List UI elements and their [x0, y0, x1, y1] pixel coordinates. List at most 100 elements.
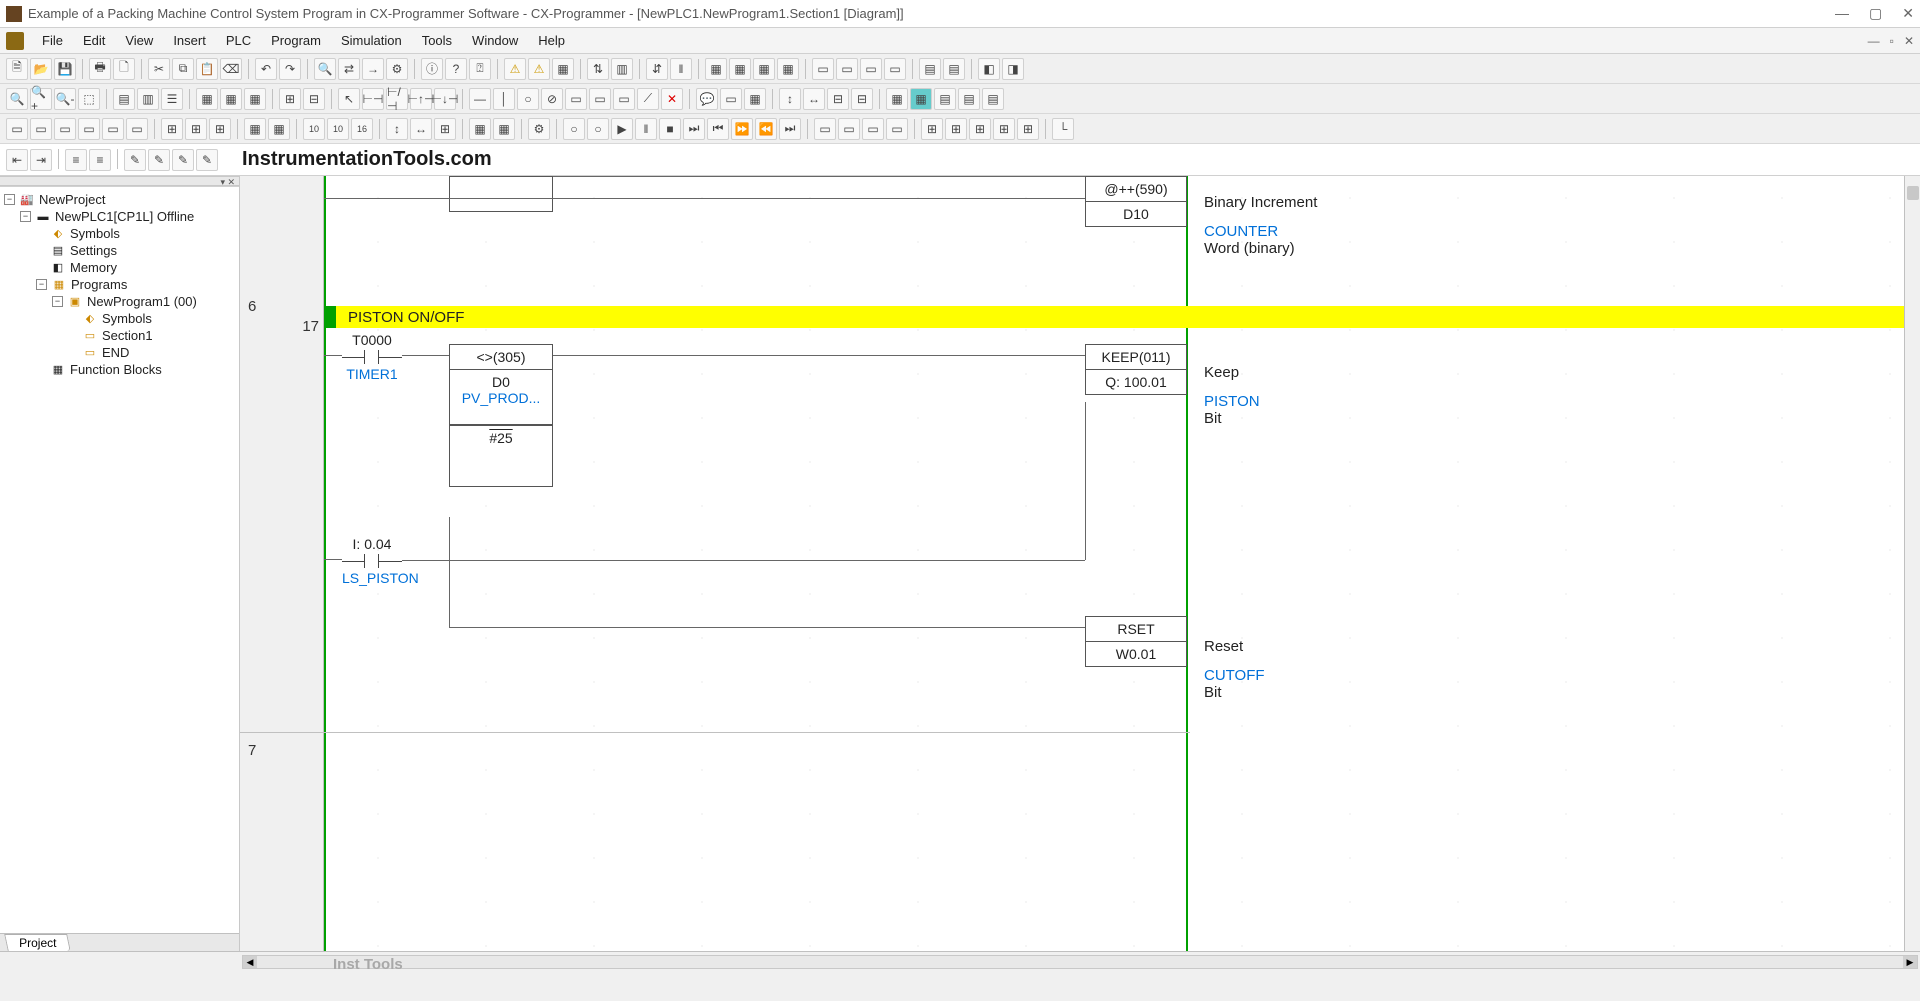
win3-icon[interactable]: ▭	[54, 118, 76, 140]
tree-handle[interactable]: ▾ ✕	[0, 176, 239, 186]
tree-prog-symbols[interactable]: ⬖ Symbols	[0, 310, 239, 327]
maximize-button[interactable]: ▢	[1869, 5, 1882, 22]
print-icon[interactable]: 🖶	[89, 58, 111, 80]
corner-icon[interactable]: └	[1052, 118, 1074, 140]
menu-view[interactable]: View	[115, 29, 163, 52]
arr1-icon[interactable]: ↕	[386, 118, 408, 140]
play-icon[interactable]: ▶	[611, 118, 633, 140]
copy-icon[interactable]: ⧉	[172, 58, 194, 80]
pause-icon[interactable]: ‖	[670, 58, 692, 80]
arr2-icon[interactable]: ↔	[410, 118, 432, 140]
mem2-icon[interactable]: ▤	[943, 58, 965, 80]
scale2-icon[interactable]: ⊟	[303, 88, 325, 110]
coil-icon[interactable]: ○	[517, 88, 539, 110]
mon2-icon[interactable]: ▤	[958, 88, 980, 110]
rung-header[interactable]: PISTON ON/OFF	[324, 306, 1904, 328]
contact-timer1[interactable]: T0000 TIMER1	[342, 332, 402, 376]
tree-memory[interactable]: ◧ Memory	[0, 259, 239, 276]
contact-nc-icon[interactable]: ⊢/⊣	[386, 88, 408, 110]
win4-icon[interactable]: ▭	[78, 118, 100, 140]
circle1-icon[interactable]: ○	[563, 118, 585, 140]
minimize-button[interactable]: —	[1835, 5, 1849, 22]
select-icon[interactable]: ↖	[338, 88, 360, 110]
info-icon[interactable]: ⓘ	[421, 58, 443, 80]
tab-project[interactable]: Project	[4, 934, 71, 951]
step4-icon[interactable]: ⏪	[755, 118, 777, 140]
tree-symbols[interactable]: ⬖ Symbols	[0, 225, 239, 242]
view3-icon[interactable]: ☰	[161, 88, 183, 110]
menu-insert[interactable]: Insert	[163, 29, 216, 52]
collapse-icon[interactable]: −	[4, 194, 15, 205]
tree-fb[interactable]: ▦ Function Blocks	[0, 361, 239, 378]
num10s-icon[interactable]: 10	[327, 118, 349, 140]
run1-icon[interactable]: ▦	[469, 118, 491, 140]
tree-programs[interactable]: − ▦ Programs	[0, 276, 239, 293]
align1-icon[interactable]: ≡	[65, 149, 87, 171]
del-line-icon[interactable]: ✕	[661, 88, 683, 110]
open-icon[interactable]: 📂	[30, 58, 52, 80]
run2-icon[interactable]: ▦	[493, 118, 515, 140]
view2-icon[interactable]: ▥	[137, 88, 159, 110]
tool-icon[interactable]: ⚙	[386, 58, 408, 80]
insert-col-icon[interactable]: ↔	[803, 88, 825, 110]
not-icon[interactable]: ⟋	[637, 88, 659, 110]
end-icon[interactable]: ⏭	[779, 118, 801, 140]
menu-plc[interactable]: PLC	[216, 29, 261, 52]
blk1-icon[interactable]: ▭	[814, 118, 836, 140]
zoom-fit-icon[interactable]: 🔍	[6, 88, 28, 110]
print-preview-icon[interactable]: 🗋	[113, 58, 135, 80]
project-tree[interactable]: − 🏭 NewProject − ▬ NewPLC1[CP1L] Offline…	[0, 186, 239, 933]
ladder-canvas[interactable]: 6 17 7 @++(590) D10 Binary Increme	[240, 176, 1920, 951]
sim-icon[interactable]: ▦	[910, 88, 932, 110]
del-row-icon[interactable]: ⊟	[827, 88, 849, 110]
menu-tools[interactable]: Tools	[412, 29, 462, 52]
mdi-close[interactable]: ✕	[1904, 34, 1914, 48]
mdi-minimize[interactable]: —	[1868, 34, 1880, 48]
date2-icon[interactable]: ▦	[268, 118, 290, 140]
menu-program[interactable]: Program	[261, 29, 331, 52]
hline-icon[interactable]: —	[469, 88, 491, 110]
arr3-icon[interactable]: ⊞	[434, 118, 456, 140]
insert-row-icon[interactable]: ↕	[779, 88, 801, 110]
align2-icon[interactable]: ≡	[89, 149, 111, 171]
grid4-icon[interactable]: ▦	[777, 58, 799, 80]
mdi-restore[interactable]: ▫	[1890, 34, 1894, 48]
tree-program1[interactable]: − ▣ NewProgram1 (00)	[0, 293, 239, 310]
zoom-sel-icon[interactable]: ⬚	[78, 88, 100, 110]
zoom-out-icon[interactable]: 🔍-	[54, 88, 76, 110]
comment-icon[interactable]: 💬	[696, 88, 718, 110]
sym1-icon[interactable]: ⊞	[161, 118, 183, 140]
paste-icon[interactable]: 📋	[196, 58, 218, 80]
goto-icon[interactable]: →	[362, 58, 384, 80]
contact-no-icon[interactable]: ⊢⊣	[362, 88, 384, 110]
step2-icon[interactable]: ⏮	[707, 118, 729, 140]
block-rset[interactable]: RSET W0.01	[1085, 616, 1187, 667]
circle2-icon[interactable]: ○	[587, 118, 609, 140]
brush2-icon[interactable]: ✎	[148, 149, 170, 171]
replace-icon[interactable]: ⇄	[338, 58, 360, 80]
menu-file[interactable]: File	[32, 29, 73, 52]
sym2-icon[interactable]: ⊞	[185, 118, 207, 140]
view5-icon[interactable]: ▦	[220, 88, 242, 110]
vertical-scrollbar[interactable]	[1904, 176, 1920, 951]
tree-plc[interactable]: − ▬ NewPLC1[CP1L] Offline	[0, 208, 239, 225]
gr4-icon[interactable]: ⊞	[993, 118, 1015, 140]
view1-icon[interactable]: ▤	[113, 88, 135, 110]
menu-window[interactable]: Window	[462, 29, 528, 52]
block-compare[interactable]: <>(305) D0 PV_PROD... #25	[449, 344, 553, 487]
brush1-icon[interactable]: ✎	[124, 149, 146, 171]
num16-icon[interactable]: 16	[351, 118, 373, 140]
grid3-icon[interactable]: ▦	[753, 58, 775, 80]
coil-neg-icon[interactable]: ⊘	[541, 88, 563, 110]
grid2-icon[interactable]: ▦	[729, 58, 751, 80]
mon3-icon[interactable]: ▤	[982, 88, 1004, 110]
scroll-right-icon[interactable]: ▶	[1903, 956, 1917, 968]
gr1-icon[interactable]: ⊞	[921, 118, 943, 140]
view4-icon[interactable]: ▦	[196, 88, 218, 110]
win1-icon[interactable]: ▭	[6, 118, 28, 140]
stop-icon[interactable]: ■	[659, 118, 681, 140]
collapse-icon[interactable]: −	[52, 296, 63, 307]
gr5-icon[interactable]: ⊞	[1017, 118, 1039, 140]
pause2-icon[interactable]: ‖	[635, 118, 657, 140]
gr3-icon[interactable]: ⊞	[969, 118, 991, 140]
